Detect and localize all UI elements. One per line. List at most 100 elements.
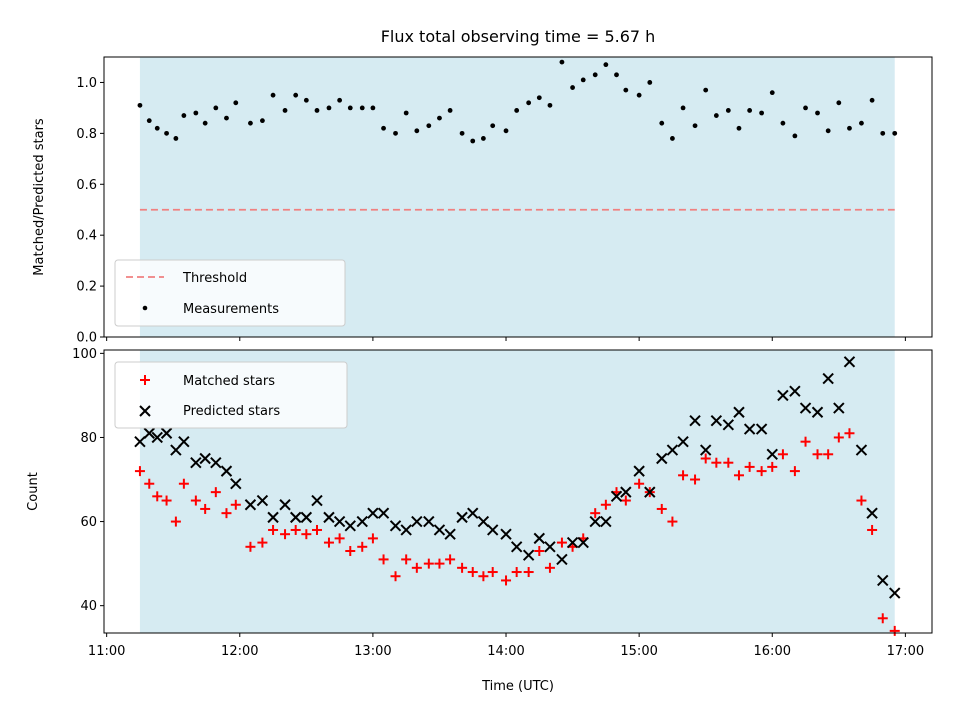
predicted-star-marker (267, 511, 279, 524)
matched-star-marker (467, 567, 478, 578)
matched-star-marker (190, 495, 201, 506)
measurement-point (347, 105, 353, 111)
x-stroke-b (433, 524, 446, 536)
x-stroke-b (544, 541, 556, 553)
matched-star-marker (445, 554, 456, 565)
chart-title: Flux total observing time = 5.67 h (381, 27, 656, 46)
matched-star-marker (544, 562, 555, 573)
measurement-point (792, 133, 798, 139)
matched-star-marker (634, 478, 645, 489)
matched-star-marker (812, 449, 823, 460)
matched-star-marker (200, 503, 211, 514)
measurement-point (490, 123, 496, 129)
measurement-point (636, 92, 642, 98)
predicted-star-marker (300, 511, 313, 524)
measurement-point (137, 102, 143, 108)
matched-star-marker (357, 541, 368, 552)
x-stroke-b (487, 524, 499, 536)
x-stroke-b (333, 515, 346, 528)
x-stroke-b (467, 507, 479, 519)
measurement-point (892, 130, 898, 136)
measurement-point (603, 62, 609, 68)
y-axis-label-bottom: Count (26, 472, 41, 511)
x-stroke-b (689, 414, 701, 427)
predicted-star-marker (743, 423, 756, 435)
measurement-point (526, 100, 532, 106)
x-stroke-b (279, 499, 291, 511)
measurement-point (725, 108, 731, 113)
matched-star-marker (367, 533, 378, 544)
x-tick-label: 14:00 (487, 644, 524, 659)
matched-star-marker (210, 487, 221, 498)
y-tick-label: 60 (80, 515, 97, 530)
legend-predicted-marker (139, 405, 151, 417)
matched-star-marker (334, 533, 345, 544)
x-stroke-b (766, 448, 778, 460)
x-stroke-b (710, 414, 723, 427)
predicted-star-marker (577, 536, 589, 549)
matched-star-marker (877, 613, 888, 624)
x-stroke-b (556, 553, 568, 566)
measurement-point (224, 115, 229, 121)
matched-star-marker (620, 495, 631, 506)
matched-star-marker (345, 546, 356, 557)
x-tick-label: 17:00 (887, 644, 924, 659)
x-stroke-b (160, 427, 173, 439)
predicted-star-marker (889, 587, 901, 599)
predicted-star-marker (811, 406, 824, 418)
x-stroke-b (400, 524, 412, 536)
predicted-star-marker (633, 465, 645, 477)
matched-star-marker (867, 524, 878, 535)
measurement-point (370, 105, 376, 111)
predicted-star-marker (699, 444, 712, 456)
measurement-point (326, 105, 332, 111)
matched-star-marker (144, 478, 155, 489)
predicted-star-marker (533, 532, 546, 545)
x-tick-label: 11:00 (88, 644, 125, 659)
matched-star-marker (230, 499, 241, 510)
measurement-point (459, 130, 465, 136)
x-stroke-b (843, 356, 856, 368)
matched-star-marker (161, 495, 172, 506)
matched-star-marker (534, 546, 545, 557)
matched-star-marker (152, 491, 163, 502)
x-stroke-b (256, 494, 269, 507)
measurement-point (825, 128, 831, 134)
x-ticks-bottom: 11:00 12:00 13:00 14:00 15:00 16:00 17:00 (88, 633, 924, 659)
x-stroke-b (444, 528, 456, 540)
x-stroke-b (833, 402, 845, 414)
x-stroke-b (811, 406, 824, 418)
x-stroke-b (151, 431, 163, 444)
y-tick-label: 0.0 (76, 331, 97, 346)
y-axis-label-top: Matched/Predicted stars (32, 118, 47, 276)
matched-star-marker (401, 554, 412, 565)
matched-star-marker (423, 558, 434, 569)
x-stroke-b (589, 515, 601, 528)
predicted-star-marker (766, 448, 778, 460)
matched-star-marker (590, 508, 601, 519)
matched-star-marker (744, 461, 755, 472)
predicted-star-marker (610, 490, 623, 503)
predicted-star-marker (230, 478, 242, 490)
predicted-star-marker (877, 574, 889, 587)
matched-star-marker (245, 541, 256, 552)
x-stroke-b (522, 549, 535, 561)
measurement-points (137, 59, 898, 144)
matched-star-marker (221, 508, 232, 519)
matched-star-marker (323, 537, 334, 548)
predicted-star-marker (589, 515, 601, 528)
x-stroke-b (743, 423, 756, 435)
predicted-star-marker (367, 507, 379, 519)
x-tick-label: 13:00 (354, 644, 391, 659)
matched-star-marker (733, 470, 744, 481)
legend-bottom: Matched stars Predicted stars (114, 361, 348, 429)
x-stroke-b (500, 528, 512, 540)
predicted-star-marker (789, 385, 801, 397)
measurement-point (260, 118, 265, 124)
count-panel: 40 60 80 100 11:00 12:00 13:00 14:00 15:00 16:00… (26, 347, 933, 694)
legend-threshold-label: Threshold (182, 271, 247, 286)
measurement-point (659, 120, 665, 126)
predicted-star-marker (710, 414, 723, 427)
matched-star-marker (523, 567, 534, 578)
